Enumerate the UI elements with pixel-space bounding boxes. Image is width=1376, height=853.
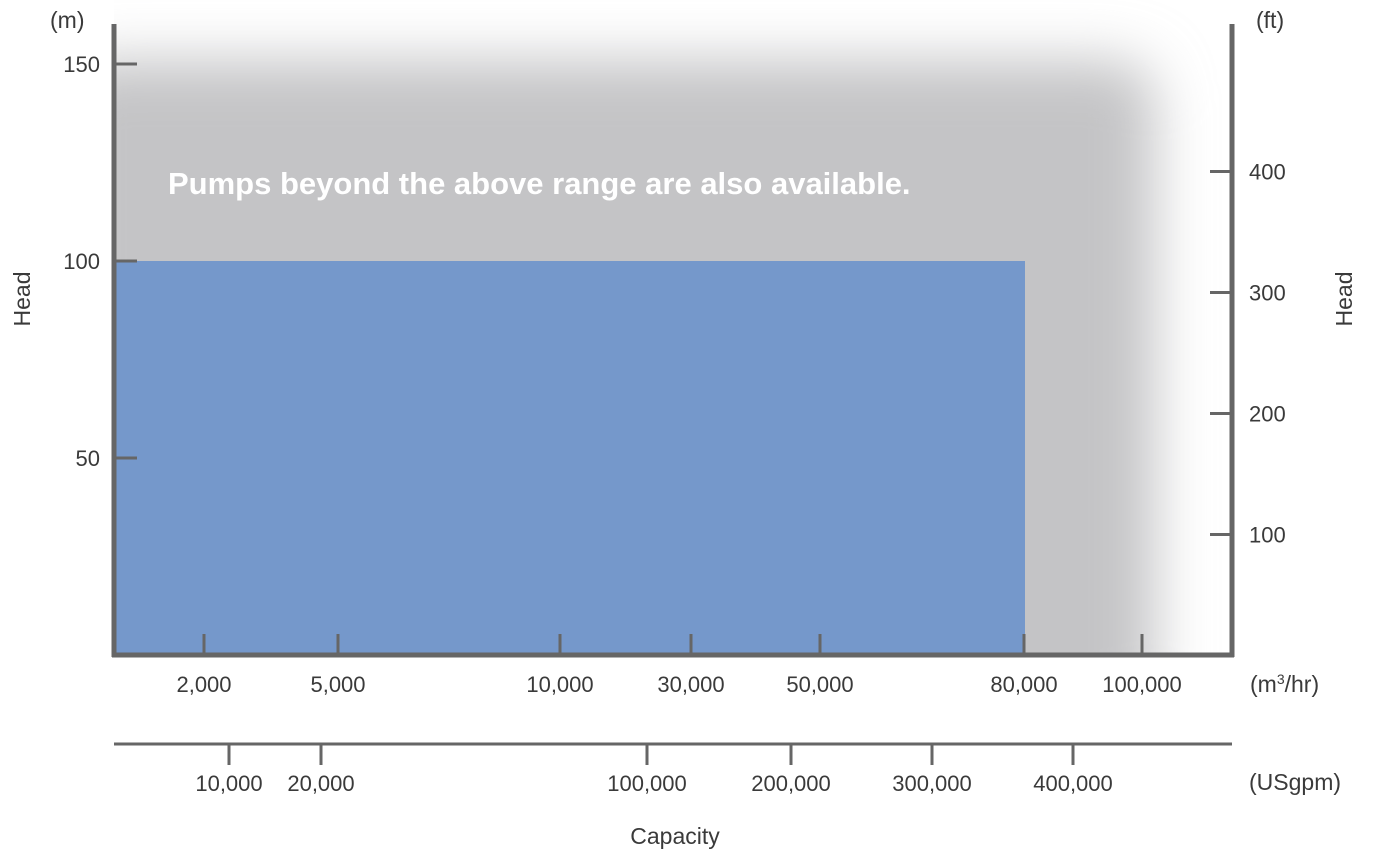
x-primary-tick-label: 2,000 [176,672,231,697]
x-primary-tick-label: 50,000 [786,672,853,697]
x-secondary-tick-label: 10,000 [195,771,262,796]
x-primary-unit: (m3/hr) [1250,671,1319,697]
y-left-tick-label: 100 [63,249,100,274]
left-axis-title: Head [9,272,35,327]
y-right-tick-label: 200 [1249,402,1286,427]
y-right-tick-label: 300 [1249,281,1286,306]
y-right-tick-label: 100 [1249,523,1286,548]
range-annotation: Pumps beyond the above range are also av… [168,166,911,201]
right-axis-unit: (ft) [1256,7,1284,33]
x-primary-tick-label: 100,000 [1102,672,1182,697]
x-secondary-tick-label: 400,000 [1033,771,1113,796]
x-secondary-tick-label: 200,000 [751,771,831,796]
x-primary-tick-label: 10,000 [526,672,593,697]
standard-range-area [114,261,1025,655]
x-secondary-tick-label: 20,000 [287,771,354,796]
x-primary-tick-label: 80,000 [990,672,1057,697]
x-secondary-tick-label: 100,000 [607,771,687,796]
x-axis-title: Capacity [630,823,720,849]
y-left-tick-label: 150 [63,52,100,77]
y-right-tick-label: 400 [1249,160,1286,185]
x-secondary-tick-label: 300,000 [892,771,972,796]
x-primary-tick-label: 5,000 [310,672,365,697]
x-primary-tick-label: 30,000 [657,672,724,697]
x-secondary-unit: (USgpm) [1249,769,1341,795]
left-axis-unit: (m) [50,7,84,33]
right-axis-title: Head [1331,272,1357,327]
y-left-tick-label: 50 [76,446,100,471]
